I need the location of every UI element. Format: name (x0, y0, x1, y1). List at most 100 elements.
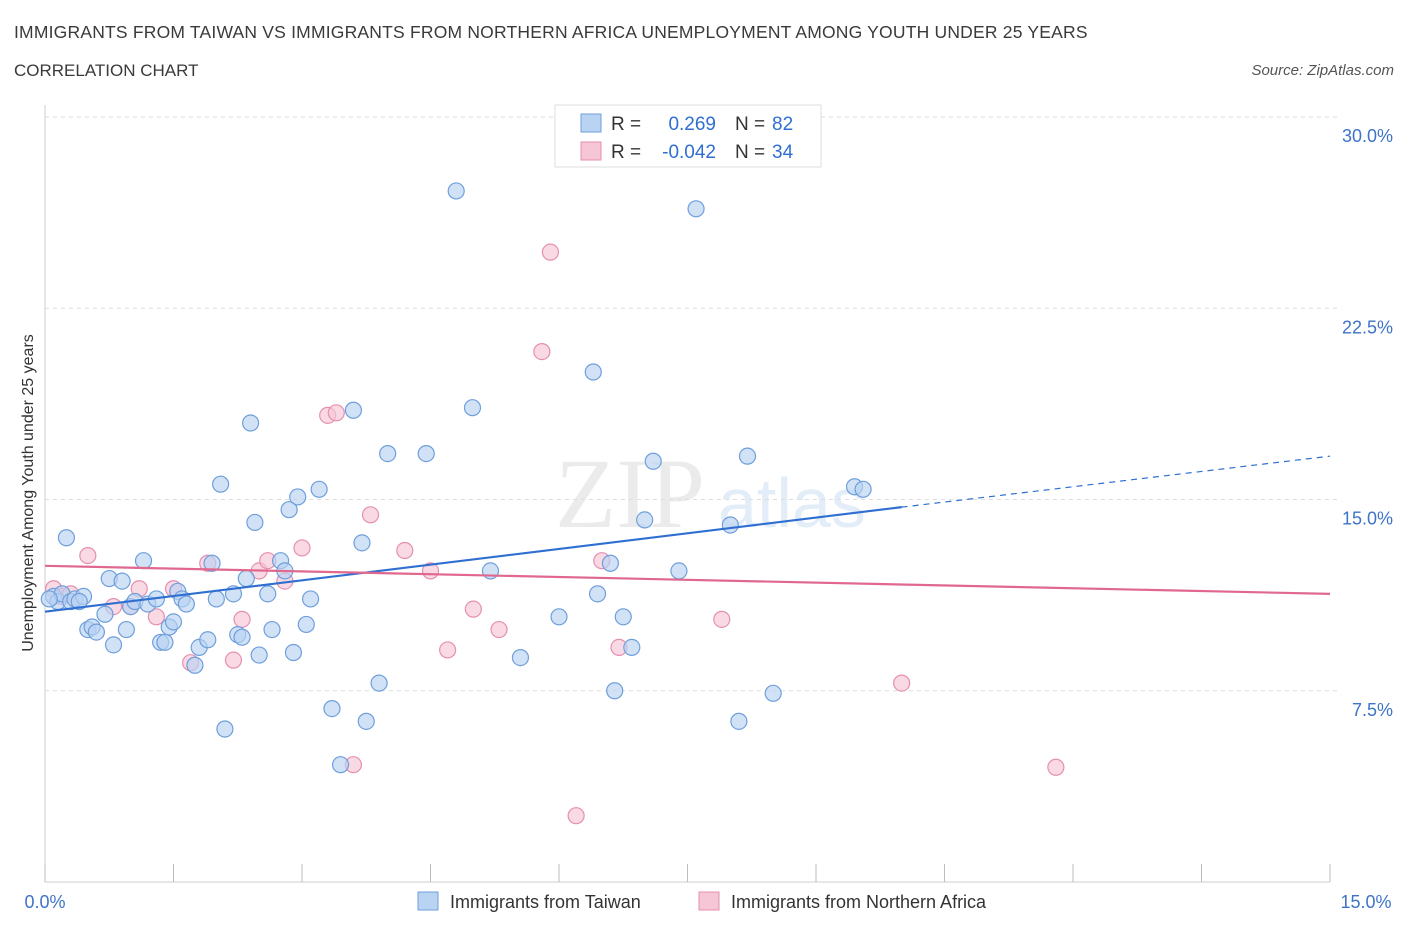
taiwan-point-79 (854, 480, 872, 498)
taiwan-point-66 (601, 554, 620, 572)
taiwan-point-26 (177, 595, 195, 613)
africa-point-16 (293, 539, 311, 557)
taiwan-point-9 (87, 623, 106, 641)
africa-point-20 (361, 506, 380, 524)
taiwan-point-62 (511, 648, 530, 667)
source-label: Source: ZipAtlas.com (1251, 62, 1394, 79)
legend-n-label-1: N = (735, 114, 765, 135)
africa-point-26 (533, 343, 551, 361)
africa-point-28 (567, 807, 585, 825)
taiwan-point-58 (417, 445, 435, 463)
taiwan-point-29 (199, 631, 217, 649)
y-tick-label-1: 15.0% (1342, 509, 1393, 529)
africa-point-31 (713, 610, 731, 628)
bottom-legend-label-taiwan: Immigrants from Taiwan (450, 892, 641, 912)
taiwan-point-77 (764, 684, 782, 702)
taiwan-point-50 (310, 480, 328, 498)
y-tick-label-0: 7.5% (1352, 700, 1393, 720)
taiwan-point-52 (331, 756, 350, 774)
taiwan-point-40 (250, 646, 268, 664)
taiwan-point-10 (96, 605, 114, 623)
watermark-atlas: atlas (718, 464, 866, 542)
taiwan-point-69 (623, 638, 641, 657)
taiwan-point-46 (284, 643, 303, 662)
bottom-legend-swatch-taiwan (417, 891, 439, 911)
stats-legend-box: R = 0.269 N = 82 R = -0.042 N = 34 (554, 104, 822, 168)
taiwan-point-47 (289, 488, 307, 506)
taiwan-point-21 (156, 633, 174, 651)
trend-line-taiwan-extension (901, 455, 1331, 508)
africa-point-33 (1047, 758, 1065, 776)
x-tick-label-min: 0.0% (24, 892, 65, 912)
legend-n-value-1: 82 (772, 114, 793, 135)
bottom-legend: Immigrants from Taiwan Immigrants from N… (417, 891, 987, 912)
trend-lines (44, 455, 1331, 613)
africa-point-24 (464, 600, 482, 618)
taiwan-point-3 (57, 529, 76, 547)
africa-point-21 (396, 541, 414, 560)
taiwan-point-17 (134, 552, 153, 570)
taiwan-point-27 (186, 656, 204, 674)
africa-point-11 (224, 651, 243, 669)
taiwan-point-74 (721, 516, 739, 534)
taiwan-point-53 (344, 401, 362, 419)
taiwan-point-41 (259, 585, 277, 603)
africa-point-25 (490, 620, 508, 639)
bottom-legend-label-africa: Immigrants from Northern Africa (731, 892, 987, 912)
y-tick-labels: 7.5% 15.0% 22.5% 30.0% (1342, 126, 1393, 720)
y-tick-label-3: 30.0% (1342, 126, 1393, 146)
taiwan-point-67 (606, 682, 624, 700)
taiwan-point-32 (212, 475, 230, 493)
taiwan-point-56 (370, 674, 388, 692)
taiwan-point-31 (207, 590, 225, 608)
taiwan-point-65 (588, 585, 607, 603)
africa-point-3 (79, 546, 97, 565)
taiwan-point-80 (40, 590, 58, 608)
legend-r-value-1: 0.269 (668, 114, 716, 135)
africa-point-32 (893, 674, 911, 692)
taiwan-point-45 (280, 501, 298, 519)
taiwan-point-49 (301, 590, 320, 608)
taiwan-point-76 (738, 447, 757, 465)
africa-point-12 (233, 610, 251, 628)
legend-r-label-1: R = (611, 114, 641, 135)
taiwan-point-63 (550, 608, 568, 626)
y-tick-label-2: 22.5% (1342, 317, 1393, 337)
taiwan-point-51 (323, 699, 341, 718)
africa-point-27 (541, 243, 560, 261)
taiwan-point-68 (614, 608, 632, 626)
taiwan-point-48 (297, 615, 315, 634)
taiwan-point-81 (70, 592, 88, 611)
taiwan-point-57 (379, 445, 397, 463)
legend-n-label-2: N = (735, 142, 765, 163)
taiwan-point-23 (164, 613, 183, 631)
taiwan-point-70 (636, 511, 654, 529)
taiwan-point-37 (237, 569, 255, 588)
africa-point-18 (327, 404, 345, 422)
taiwan-point-72 (670, 562, 688, 580)
chart-title: IMMIGRANTS FROM TAIWAN VS IMMIGRANTS FRO… (14, 22, 1088, 42)
legend-swatch-africa (580, 141, 602, 161)
legend-swatch-taiwan (580, 113, 602, 133)
taiwan-point-13 (113, 572, 131, 590)
taiwan-point-75 (730, 712, 748, 730)
bottom-legend-swatch-africa (698, 891, 720, 911)
legend-r-label-2: R = (611, 142, 641, 163)
trend-line-taiwan (44, 506, 902, 613)
taiwan-point-54 (353, 534, 371, 552)
taiwan-point-33 (216, 720, 234, 738)
watermark-zip: ZIP (555, 438, 705, 549)
taiwan-point-14 (117, 620, 135, 639)
legend-n-value-2: 34 (772, 142, 794, 163)
taiwan-point-59 (447, 182, 465, 200)
trend-line-africa (44, 564, 1331, 595)
africa-point-23 (439, 641, 457, 659)
taiwan-point-55 (357, 712, 375, 730)
taiwan-point-36 (233, 628, 251, 646)
watermark: ZIP atlas (555, 438, 866, 549)
x-axis-ticks (44, 864, 1331, 882)
taiwan-point-12 (104, 636, 123, 654)
taiwan-point-73 (687, 200, 705, 218)
x-tick-label-max: 15.0% (1340, 892, 1391, 912)
